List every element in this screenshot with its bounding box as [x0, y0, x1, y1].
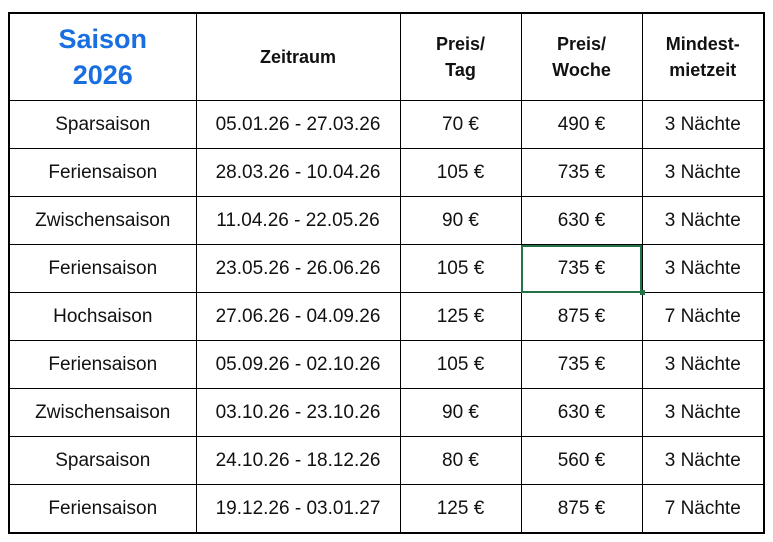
cell-saison[interactable]: Feriensaison	[8, 484, 197, 534]
cell-saison[interactable]: Zwischensaison	[8, 388, 197, 437]
cell-min[interactable]: 7 Nächte	[641, 292, 765, 341]
header-preis-woche[interactable]: Preis/Woche	[520, 12, 643, 101]
cell-zeitraum[interactable]: 03.10.26 - 23.10.26	[195, 388, 401, 437]
cell-min[interactable]: 3 Nächte	[641, 388, 765, 437]
cell-saison[interactable]: Zwischensaison	[8, 196, 197, 245]
cell-tag[interactable]: 105 €	[399, 340, 522, 389]
cell-zeitraum[interactable]: 27.06.26 - 04.09.26	[195, 292, 401, 341]
cell-saison[interactable]: Sparsaison	[8, 100, 197, 149]
cell-min[interactable]: 3 Nächte	[641, 148, 765, 197]
cell-tag[interactable]: 105 €	[399, 148, 522, 197]
cell-zeitraum[interactable]: 23.05.26 - 26.06.26	[195, 244, 401, 293]
table-row: Feriensaison 28.03.26 - 10.04.26 105 €735 …	[8, 148, 765, 197]
cell-min[interactable]: 3 Nächte	[641, 196, 765, 245]
header-mindestmietzeit[interactable]: Mindest-mietzeit	[641, 12, 765, 101]
cell-saison[interactable]: Hochsaison	[8, 292, 197, 341]
cell-woche[interactable]: 560 €	[520, 436, 643, 485]
cell-woche[interactable]: 735 €	[520, 340, 643, 389]
table-row: Feriensaison 19.12.26 - 03.01.27 125 €875 …	[8, 484, 765, 534]
cell-saison[interactable]: Sparsaison	[8, 436, 197, 485]
cell-woche[interactable]: 875 €	[520, 292, 643, 341]
table-row: Zwischensaison 03.10.26 - 23.10.26 90 €630…	[8, 388, 765, 437]
cell-woche[interactable]: 490 €	[520, 100, 643, 149]
cell-zeitraum[interactable]: 19.12.26 - 03.01.27	[195, 484, 401, 534]
cell-saison[interactable]: Feriensaison	[8, 244, 197, 293]
cell-tag[interactable]: 105 €	[399, 244, 522, 293]
cell-min[interactable]: 3 Nächte	[641, 100, 765, 149]
table-row: Feriensaison 05.09.26 - 02.10.26 105 €735 …	[8, 340, 765, 389]
cell-zeitraum[interactable]: 24.10.26 - 18.12.26	[195, 436, 401, 485]
cell-tag[interactable]: 125 €	[399, 484, 522, 534]
table-row: Feriensaison 23.05.26 - 26.06.26 105 €735 …	[8, 244, 765, 296]
table-row: Sparsaison 24.10.26 - 18.12.26 80 €560 €3 …	[8, 436, 765, 485]
cell-tag[interactable]: 125 €	[399, 292, 522, 341]
cell-woche[interactable]: 735 €	[520, 148, 643, 197]
table-row: Sparsaison 05.01.26 - 27.03.26 70 €490 €3 …	[8, 100, 765, 149]
cell-min[interactable]: 3 Nächte	[641, 436, 765, 485]
header-zeitraum[interactable]: Zeitraum	[195, 12, 401, 101]
price-table: Saison 2026 Zeitraum Preis/Tag Preis/Woch…	[8, 12, 765, 534]
cell-woche[interactable]: 630 €	[520, 196, 643, 245]
cell-zeitraum[interactable]: 05.09.26 - 02.10.26	[195, 340, 401, 389]
cell-min[interactable]: 3 Nächte	[641, 244, 765, 293]
table-row: Zwischensaison 11.04.26 - 22.05.26 90 €630…	[8, 196, 765, 245]
cell-tag[interactable]: 90 €	[399, 196, 522, 245]
cell-zeitraum[interactable]: 11.04.26 - 22.05.26	[195, 196, 401, 245]
cell-saison[interactable]: Feriensaison	[8, 340, 197, 389]
header-row: Saison 2026 Zeitraum Preis/Tag Preis/Woch…	[8, 12, 765, 101]
cell-tag[interactable]: 90 €	[399, 388, 522, 437]
header-preis-tag[interactable]: Preis/Tag	[399, 12, 522, 101]
cell-tag[interactable]: 70 €	[399, 100, 522, 149]
table-row: Hochsaison 27.06.26 - 04.09.26 125 €875 €7…	[8, 292, 765, 341]
cell-zeitraum[interactable]: 05.01.26 - 27.03.26	[195, 100, 401, 149]
cell-saison[interactable]: Feriensaison	[8, 148, 197, 197]
cell-woche[interactable]: 630 €	[520, 388, 643, 437]
cell-min[interactable]: 7 Nächte	[641, 484, 765, 534]
cell-tag[interactable]: 80 €	[399, 436, 522, 485]
cell-zeitraum[interactable]: 28.03.26 - 10.04.26	[195, 148, 401, 197]
cell-woche[interactable]: 875 €	[520, 484, 643, 534]
cell-min[interactable]: 3 Nächte	[641, 340, 765, 389]
cell-woche[interactable]: 735 €	[520, 244, 645, 296]
header-saison[interactable]: Saison 2026	[8, 12, 197, 101]
